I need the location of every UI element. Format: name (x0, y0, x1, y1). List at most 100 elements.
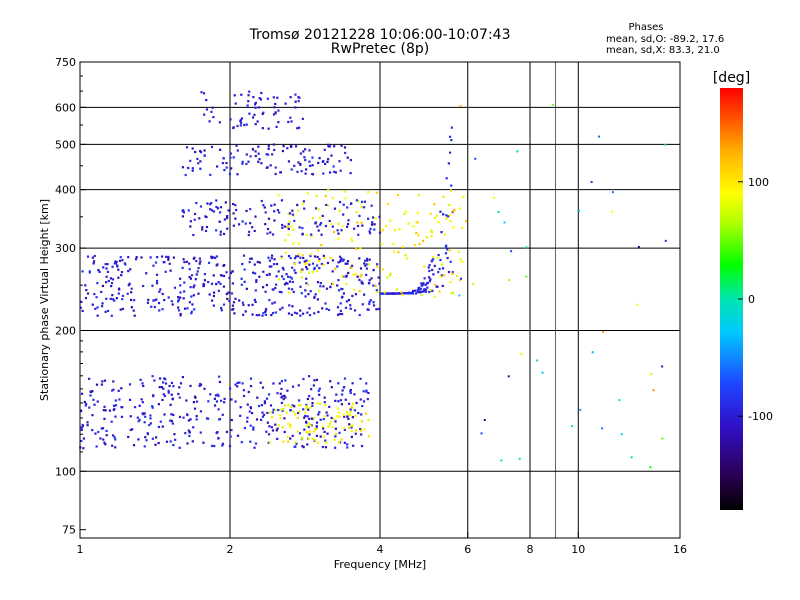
data-point (378, 215, 381, 218)
data-point (333, 207, 337, 210)
data-point (185, 260, 188, 263)
data-point (121, 298, 124, 301)
data-point (265, 397, 269, 400)
data-point (303, 260, 306, 263)
data-point (219, 282, 222, 285)
data-point (129, 268, 132, 271)
data-point (152, 264, 155, 267)
data-point (302, 408, 305, 411)
data-point (292, 228, 295, 231)
data-point (350, 426, 353, 429)
data-point (221, 442, 225, 445)
data-point (324, 403, 327, 406)
data-point (205, 98, 208, 102)
data-point (448, 214, 452, 217)
data-point (318, 267, 321, 270)
data-point (83, 400, 86, 404)
data-point (339, 259, 342, 262)
data-point (325, 307, 328, 311)
data-point (262, 111, 265, 114)
data-point (217, 408, 220, 411)
data-point (374, 217, 377, 220)
phases-title: Phases (628, 22, 664, 33)
data-point (234, 102, 237, 105)
data-point (100, 290, 103, 294)
data-point (249, 440, 252, 443)
data-point (428, 269, 431, 273)
data-point (249, 377, 253, 380)
data-point (245, 209, 248, 213)
data-point (351, 239, 354, 243)
noise-point (516, 150, 519, 153)
data-point (187, 209, 190, 212)
data-point (255, 418, 259, 421)
data-point (184, 432, 187, 435)
data-point (351, 402, 355, 405)
data-point (266, 411, 269, 415)
data-point (247, 390, 250, 394)
data-point (199, 205, 203, 208)
data-point (103, 417, 106, 421)
data-point (170, 393, 173, 396)
data-point (161, 292, 164, 296)
data-point (288, 212, 292, 215)
data-point (212, 294, 216, 298)
data-point (307, 437, 310, 440)
data-point (189, 159, 192, 162)
data-point (261, 411, 264, 414)
data-point (337, 289, 341, 292)
data-point (360, 206, 363, 209)
data-point (367, 391, 370, 395)
data-point (161, 308, 164, 311)
data-point (284, 251, 288, 254)
data-point (277, 278, 281, 281)
data-point (192, 426, 195, 429)
data-point (322, 160, 325, 163)
data-point (103, 405, 106, 408)
data-point (114, 438, 117, 441)
data-point (276, 209, 280, 212)
data-point (202, 282, 205, 286)
data-point (386, 276, 389, 279)
data-point (332, 165, 335, 168)
data-point (255, 314, 258, 317)
data-point (178, 396, 181, 399)
data-point (284, 396, 287, 399)
data-point (245, 162, 248, 166)
data-point (434, 283, 437, 286)
data-point (298, 432, 302, 435)
data-point (319, 402, 322, 405)
data-point (202, 284, 205, 288)
data-point (113, 262, 116, 265)
data-point (316, 281, 320, 284)
data-point (310, 417, 314, 420)
data-point (297, 100, 300, 103)
data-point (289, 276, 292, 279)
data-point (203, 279, 207, 282)
data-point (287, 312, 291, 315)
data-point (433, 295, 437, 298)
data-point (264, 211, 267, 214)
data-point (266, 421, 269, 424)
data-point (370, 223, 374, 226)
data-point (231, 270, 234, 273)
data-point (318, 157, 321, 160)
data-point (271, 411, 274, 414)
data-point (110, 281, 114, 285)
data-point (304, 158, 307, 162)
data-point (286, 225, 289, 229)
data-point (102, 438, 105, 441)
data-point (287, 120, 290, 124)
data-point (219, 274, 223, 277)
data-point (279, 417, 282, 420)
data-point (315, 426, 318, 429)
data-point (149, 256, 152, 259)
phase-o-stats: mean, sd,O: -89.2, 17.6 (606, 34, 725, 45)
noise-point (520, 352, 523, 355)
data-point (311, 437, 314, 440)
data-point (243, 280, 246, 283)
data-point (366, 308, 369, 311)
data-point (109, 277, 113, 280)
data-point (267, 393, 271, 396)
data-point (159, 288, 162, 291)
